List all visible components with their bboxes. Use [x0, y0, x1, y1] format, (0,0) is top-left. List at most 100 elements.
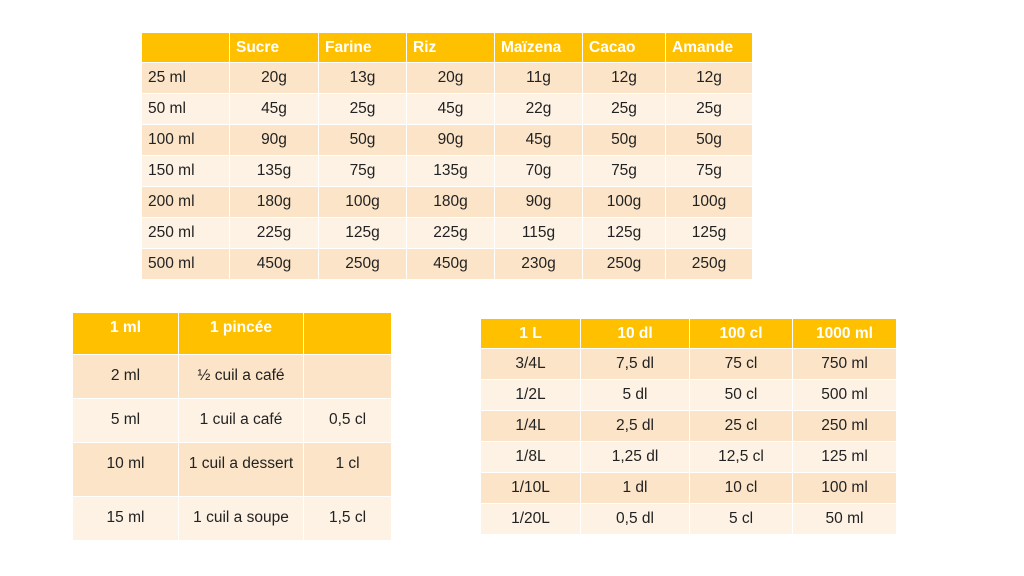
table-cell: 0,5 cl	[303, 398, 392, 443]
table-row: 500 ml 450g 250g 450g 230g 250g 250g	[141, 248, 753, 280]
table-cell: 125 ml	[792, 441, 897, 473]
table-row: 1/20L 0,5 dl 5 cl 50 ml	[480, 503, 897, 535]
table-cell: 50g	[318, 124, 407, 156]
table-row: 1/8L 1,25 dl 12,5 cl 125 ml	[480, 441, 897, 473]
table-cell: 10 ml	[72, 442, 179, 497]
header-cell: 1 L	[480, 318, 581, 349]
table-cell: 12g	[665, 62, 753, 94]
table-cell: 13g	[318, 62, 407, 94]
table-cell: 500 ml	[141, 248, 230, 280]
table-cell: 2,5 dl	[580, 410, 690, 442]
table-cell: 25 ml	[141, 62, 230, 94]
table-cell: 12,5 cl	[689, 441, 793, 473]
table-cell: 1 cuil a soupe	[178, 496, 304, 541]
header-cell: 1 ml	[72, 312, 179, 355]
table-cell: 50 ml	[792, 503, 897, 535]
table-cell: 1/20L	[480, 503, 581, 535]
table-cell: 180g	[406, 186, 495, 218]
table-cell: 22g	[494, 93, 583, 125]
table-cell: 1/8L	[480, 441, 581, 473]
table-cell: 50g	[665, 124, 753, 156]
table-cell: 1/10L	[480, 472, 581, 504]
header-cell: Maïzena	[494, 32, 583, 63]
table: 1 L 10 dl 100 cl 1000 ml 3/4L 7,5 dl 75 cl 750 …	[480, 318, 897, 535]
table-cell: 10 cl	[689, 472, 793, 504]
table-cell: 1,5 cl	[303, 496, 392, 541]
table-cell: 225g	[406, 217, 495, 249]
table-cell: 75g	[665, 155, 753, 187]
table-row: 15 ml 1 cuil a soupe 1,5 cl	[72, 496, 392, 541]
table-cell: 11g	[494, 62, 583, 94]
table-row: 10 ml 1 cuil a dessert 1 cl	[72, 442, 392, 497]
table-cell: 125g	[318, 217, 407, 249]
table-row: 5 ml 1 cuil a café 0,5 cl	[72, 398, 392, 443]
header-row: Sucre Farine Riz Maïzena Cacao Amande	[141, 32, 753, 63]
table-cell: 200 ml	[141, 186, 230, 218]
table-row: 2 ml ½ cuil a café	[72, 354, 392, 399]
table-row: 1/2L 5 dl 50 cl 500 ml	[480, 379, 897, 411]
table-row: 100 ml 90g 50g 90g 45g 50g 50g	[141, 124, 753, 156]
table-row: 200 ml 180g 100g 180g 90g 100g 100g	[141, 186, 753, 218]
table-cell: 1 cuil a café	[178, 398, 304, 443]
table-cell: 100g	[318, 186, 407, 218]
table-cell: 250g	[665, 248, 753, 280]
table-cell: 90g	[494, 186, 583, 218]
table-cell: 45g	[494, 124, 583, 156]
table-cell: 250g	[318, 248, 407, 280]
header-cell: Sucre	[229, 32, 319, 63]
table-cell: 150 ml	[141, 155, 230, 187]
header-row: 1 L 10 dl 100 cl 1000 ml	[480, 318, 897, 349]
table-cell: 5 dl	[580, 379, 690, 411]
table-row: 50 ml 45g 25g 45g 22g 25g 25g	[141, 93, 753, 125]
table-cell: 75g	[582, 155, 666, 187]
table-cell: 250g	[582, 248, 666, 280]
table-row: 150 ml 135g 75g 135g 70g 75g 75g	[141, 155, 753, 187]
header-cell: Amande	[665, 32, 753, 63]
header-cell: 100 cl	[689, 318, 793, 349]
table-cell: 1 cl	[303, 442, 392, 497]
header-cell: Farine	[318, 32, 407, 63]
table-cell: 50g	[582, 124, 666, 156]
table-cell: 70g	[494, 155, 583, 187]
table-cell: 75g	[318, 155, 407, 187]
table-cell: 450g	[406, 248, 495, 280]
table-row: 25 ml 20g 13g 20g 11g 12g 12g	[141, 62, 753, 94]
table-cell: 25g	[582, 93, 666, 125]
table-cell: ½ cuil a café	[178, 354, 304, 399]
table-cell: 20g	[406, 62, 495, 94]
table-cell: 5 ml	[72, 398, 179, 443]
header-cell	[141, 32, 230, 63]
table-cell: 135g	[406, 155, 495, 187]
table-cell	[303, 354, 392, 399]
table-cell: 1/4L	[480, 410, 581, 442]
table-cell: 100g	[665, 186, 753, 218]
table-cell: 50 cl	[689, 379, 793, 411]
table-cell: 90g	[406, 124, 495, 156]
table-cell: 135g	[229, 155, 319, 187]
table-row: 1/4L 2,5 dl 25 cl 250 ml	[480, 410, 897, 442]
header-cell	[303, 312, 392, 355]
table-cell: 230g	[494, 248, 583, 280]
table-cell: 100g	[582, 186, 666, 218]
table-cell: 3/4L	[480, 348, 581, 380]
table-cell: 12g	[582, 62, 666, 94]
table: 1 ml 1 pincée 2 ml ½ cuil a café 5 ml 1 cuil …	[72, 312, 392, 541]
table-cell: 25g	[318, 93, 407, 125]
header-cell: Riz	[406, 32, 495, 63]
table-cell: 0,5 dl	[580, 503, 690, 535]
table-cell: 90g	[229, 124, 319, 156]
table-row: 250 ml 225g 125g 225g 115g 125g 125g	[141, 217, 753, 249]
table-cell: 75 cl	[689, 348, 793, 380]
table-cell: 50 ml	[141, 93, 230, 125]
table-cell: 2 ml	[72, 354, 179, 399]
table-cell: 125g	[582, 217, 666, 249]
table-cell: 7,5 dl	[580, 348, 690, 380]
table-cell: 5 cl	[689, 503, 793, 535]
table-cell: 20g	[229, 62, 319, 94]
table-cell: 115g	[494, 217, 583, 249]
header-cell: Cacao	[582, 32, 666, 63]
table-cell: 250 ml	[792, 410, 897, 442]
header-cell: 1000 ml	[792, 318, 897, 349]
